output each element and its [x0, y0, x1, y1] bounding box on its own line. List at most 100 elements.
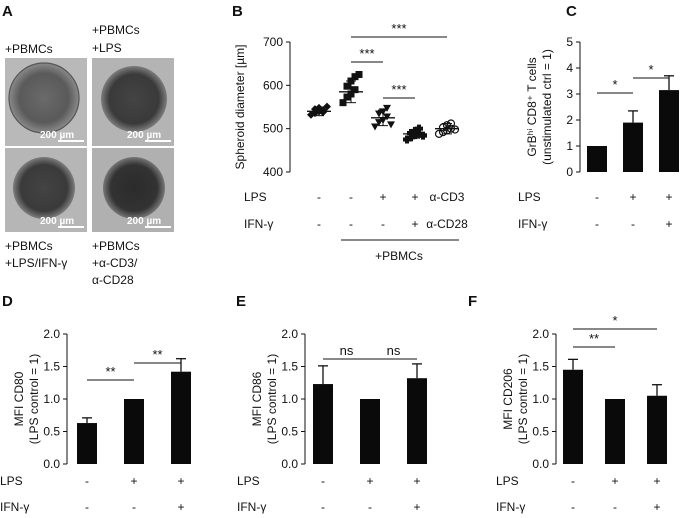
panel-c: C 0 1 2 3 4 5 GrBʰⁱ CD8⁺ T cells (unstimulated c… [518, 3, 679, 231]
bar [563, 369, 583, 464]
condition-value: - [317, 190, 321, 204]
y-tick-label: 1.0 [532, 392, 549, 406]
panel-letter-b: B [232, 3, 243, 20]
data-point [319, 108, 327, 117]
bar [659, 90, 679, 172]
condition-value: + [366, 474, 373, 488]
data-point [339, 99, 347, 107]
condition-label-lps: LPS [0, 474, 23, 488]
y-axis-label-line1: MFI CD86 [250, 371, 264, 426]
condition-value: α-CD3 [430, 190, 465, 204]
bar [360, 399, 380, 464]
bar [647, 395, 667, 464]
condition-label-ifng: IFN-γ [237, 500, 266, 514]
y-tick-label: 500 [263, 122, 283, 136]
bar [313, 384, 333, 464]
y-tick-label: 1 [566, 139, 573, 153]
panel-letter-e: E [236, 293, 246, 310]
condition-value: + [653, 474, 660, 488]
condition-value: - [631, 217, 635, 231]
data-point [383, 113, 391, 121]
data-point [450, 125, 460, 134]
data-point [375, 110, 383, 118]
panel-letter-d: D [2, 293, 13, 310]
y-tick-label: 2 [566, 113, 573, 127]
condition-label-ifng: IFN-γ [0, 500, 29, 514]
panel-f: F 0.0 0.5 1.0 1.5 2.0 MFI CD206 (LPS control = … [468, 293, 667, 514]
panel-letter-c: C [566, 3, 577, 20]
condition-value: + [665, 190, 672, 204]
a-label-bottom-1a: +PBMCs [5, 239, 53, 253]
condition-value: + [629, 190, 636, 204]
condition-value: + [411, 190, 418, 204]
condition-label-ifng: IFN-γ [244, 217, 273, 231]
condition-value: - [321, 500, 325, 514]
condition-value: - [571, 474, 575, 488]
scale-label: 200 µm [127, 216, 161, 227]
condition-value: - [349, 190, 353, 204]
panel-letter-f: F [468, 293, 477, 310]
significance-label: *** [391, 82, 406, 97]
condition-value: α-CD28 [426, 217, 468, 231]
y-tick-label: 0.0 [281, 457, 298, 471]
micrograph-pbmcs: 200 µm [5, 58, 87, 146]
data-point [343, 82, 351, 90]
condition-value: - [595, 217, 599, 231]
condition-label-lps: LPS [496, 474, 519, 488]
a-label-bottom-2b: +α-CD3/ [92, 256, 138, 270]
bar [77, 423, 97, 464]
y-tick-label: 2.0 [43, 327, 60, 341]
data-point [343, 93, 351, 101]
y-tick-label: 2.0 [281, 327, 298, 341]
data-point [415, 124, 423, 133]
condition-value: + [413, 474, 420, 488]
panel-b: B 400 500 600 700 Spheroid diameter [µm] *** **… [232, 3, 468, 263]
y-axis-label: Spheroid diameter [µm] [233, 45, 247, 170]
y-axis-label-line1: GrBʰⁱ CD8⁺ T cells [525, 57, 539, 156]
y-axis-label-line2: (LPS control = 1) [27, 354, 41, 444]
data-point [351, 86, 359, 94]
condition-value: - [85, 500, 89, 514]
y-tick-label: 0 [566, 165, 573, 179]
micrograph-pbmcs-cd3-cd28: 200 µm [92, 148, 174, 232]
condition-value: - [132, 500, 136, 514]
y-tick-label: 0.0 [532, 457, 549, 471]
bar [623, 122, 643, 172]
a-label-pbmcs: +PBMCs [5, 42, 53, 56]
data-point [371, 123, 379, 131]
bar [124, 399, 144, 464]
y-tick-label: 1.0 [281, 392, 298, 406]
bar [605, 399, 625, 464]
scale-label: 200 µm [40, 130, 74, 141]
bar [407, 378, 427, 464]
bar [587, 146, 607, 172]
condition-value: - [317, 217, 321, 231]
data-point [387, 121, 395, 129]
condition-value: - [368, 500, 372, 514]
condition-value: + [130, 474, 137, 488]
a-label-bottom-2a: +PBMCs [92, 239, 140, 253]
condition-label-lps: LPS [237, 474, 260, 488]
condition-value: + [411, 217, 418, 231]
y-tick-label: 5 [566, 35, 573, 49]
y-axis-label-line1: MFI CD80 [12, 371, 26, 426]
significance-label: ns [387, 343, 401, 358]
a-label-pbmcs-lps-2: +LPS [92, 41, 122, 55]
panel-d: D 0.0 0.5 1.0 1.5 2.0 MFI CD80 (LPS control = 1… [0, 293, 191, 514]
y-tick-label: 1.5 [532, 360, 549, 374]
significance-label: ** [152, 347, 162, 362]
significance-label: * [612, 313, 617, 328]
y-axis-label-line2: (LPS control = 1) [516, 354, 530, 444]
a-label-bottom-1b: +LPS/IFN-γ [5, 256, 67, 270]
condition-value: + [413, 500, 420, 514]
a-label-bottom-2c: α-CD28 [92, 273, 134, 287]
condition-label-ifng: IFN-γ [518, 217, 547, 231]
y-tick-label: 0.5 [532, 425, 549, 439]
y-axis-label-line2: (LPS control = 1) [265, 354, 279, 444]
condition-value: - [85, 474, 89, 488]
data-point [355, 71, 363, 78]
condition-label-ifng: IFN-γ [496, 500, 525, 514]
y-axis-label-line1: MFI CD206 [501, 368, 515, 430]
y-tick-label: 1.5 [281, 360, 298, 374]
